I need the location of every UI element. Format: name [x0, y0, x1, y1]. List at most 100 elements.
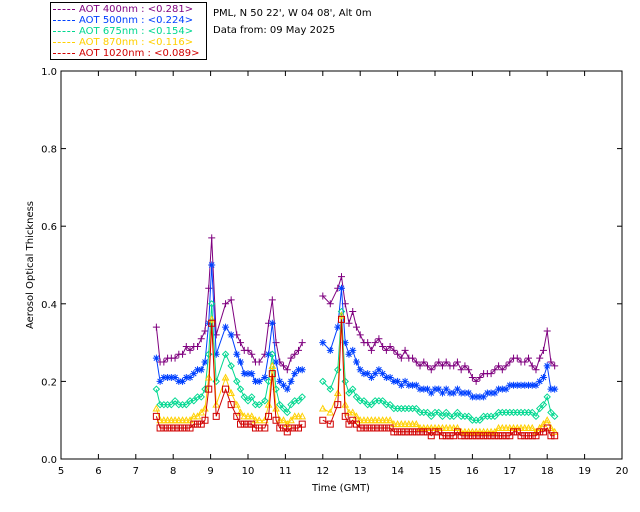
data-point [502, 423, 510, 431]
data-point [509, 423, 518, 431]
data-point [465, 366, 473, 374]
data-point [197, 335, 205, 343]
data-point [276, 377, 284, 385]
data-point [232, 400, 241, 408]
data-point [547, 423, 555, 431]
data-point [178, 416, 187, 424]
data-point [393, 420, 402, 428]
data-point [186, 416, 194, 424]
data-point [248, 393, 256, 401]
data-point [543, 362, 551, 370]
data-point [197, 393, 205, 401]
data-point [265, 350, 273, 358]
data-point [382, 416, 391, 424]
data-point [416, 385, 424, 393]
data-point [434, 423, 443, 431]
legend-item-870nm: AOT 870nm : <0.116> [53, 37, 205, 48]
legend-swatch-1020nm [53, 52, 75, 54]
data-point [423, 408, 432, 417]
data-point [268, 361, 277, 369]
series-line [155, 264, 303, 391]
data-point [156, 377, 164, 385]
data-point [349, 416, 357, 424]
x-tick-label: 9 [207, 466, 213, 477]
data-point [390, 377, 398, 385]
data-point [412, 381, 420, 389]
data-point [539, 346, 547, 354]
data-point [438, 412, 447, 421]
data-point [160, 374, 168, 382]
x-tick-label: 18 [541, 466, 554, 477]
data-point [416, 423, 424, 431]
series-4 [152, 315, 559, 440]
data-point [222, 385, 230, 393]
data-point [341, 377, 349, 386]
data-point [341, 339, 349, 347]
data-point [189, 412, 198, 420]
data-point [201, 358, 209, 366]
data-point [167, 400, 176, 409]
data-point [457, 389, 465, 397]
data-point [205, 284, 213, 292]
series-line [322, 276, 556, 383]
x-tick-label: 14 [391, 466, 404, 477]
data-point [182, 342, 190, 350]
data-point [160, 358, 168, 366]
data-point [450, 389, 458, 397]
data-point [352, 420, 360, 428]
data-point [179, 350, 187, 358]
data-point [495, 385, 503, 393]
data-point [438, 362, 446, 370]
data-point [352, 323, 360, 331]
data-point [491, 412, 499, 421]
data-point [419, 423, 428, 431]
data-point [404, 420, 413, 428]
data-point [233, 377, 241, 386]
data-point [240, 412, 249, 420]
data-point [453, 385, 461, 393]
data-point [237, 339, 245, 347]
legend-swatch-870nm [53, 41, 75, 43]
y-tick-label: 0.4 [41, 300, 57, 311]
data-point [287, 416, 295, 424]
data-point [442, 423, 451, 431]
data-point [427, 423, 436, 431]
data-point [521, 358, 529, 366]
data-point [275, 416, 284, 424]
data-point [291, 350, 299, 358]
data-point [517, 381, 525, 389]
data-point [375, 335, 383, 343]
x-tick-label: 13 [354, 466, 367, 477]
series-3 [152, 311, 559, 435]
data-point [298, 412, 307, 420]
data-point [352, 393, 361, 401]
data-point [525, 381, 532, 389]
data-point [261, 424, 269, 432]
data-point [472, 427, 480, 435]
data-point [547, 408, 555, 417]
data-point [431, 385, 439, 393]
data-point [182, 416, 191, 424]
data-point [390, 420, 398, 428]
data-point [483, 427, 492, 435]
data-point [446, 389, 454, 397]
data-point [279, 404, 288, 413]
data-point [412, 404, 421, 413]
data-point [208, 261, 216, 269]
data-point [416, 362, 424, 370]
data-point [287, 354, 295, 362]
series-1 [152, 261, 559, 401]
data-point [379, 370, 387, 378]
data-point [298, 393, 306, 401]
series-2 [152, 300, 559, 424]
data-point [175, 377, 183, 385]
data-point [221, 373, 230, 381]
data-point [442, 358, 450, 366]
data-point [453, 408, 462, 417]
data-point [487, 370, 495, 378]
data-point [409, 381, 417, 389]
data-point [364, 370, 372, 378]
data-point [401, 420, 409, 428]
data-point [190, 370, 198, 378]
data-point [442, 385, 450, 393]
